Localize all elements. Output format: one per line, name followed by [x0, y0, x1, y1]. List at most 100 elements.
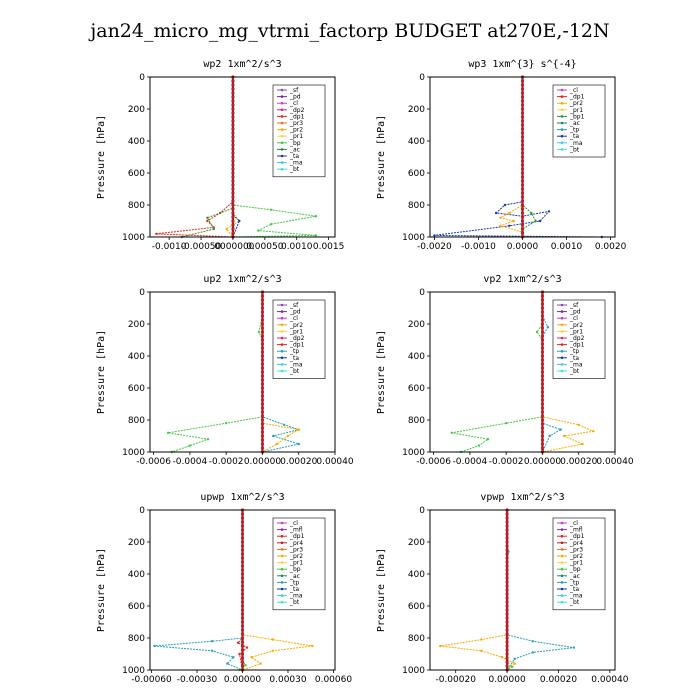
zero-profile-marker: [231, 219, 235, 223]
zero-profile-marker: [240, 576, 245, 580]
zero-profile-marker: [260, 318, 265, 322]
legend-marker: [280, 141, 284, 145]
zero-profile-marker: [240, 616, 245, 620]
legend-label: _dp1: [289, 113, 305, 120]
legend-marker: [560, 356, 564, 360]
zero-profile-marker: [231, 191, 235, 195]
zero-profile-marker: [231, 127, 235, 131]
legend-entry: _pr2: [557, 100, 583, 107]
zero-profile-marker: [505, 660, 509, 664]
legend-entry: _mfl: [277, 527, 303, 534]
data-point: [211, 649, 214, 652]
legend-label: _ta: [569, 586, 579, 593]
legend-label: _mfl: [289, 527, 303, 534]
zero-profile-marker: [260, 386, 265, 390]
zero-profile-marker: [240, 584, 245, 588]
chart-title: vp2 1xm^2/s^3: [483, 274, 561, 285]
legend-label: _ma: [569, 361, 583, 368]
zero-profile-marker: [540, 414, 545, 418]
legend-label: _pr2: [569, 322, 583, 329]
zero-profile-marker: [540, 390, 545, 394]
legend-marker: [280, 581, 284, 584]
y-tick-label: 800: [408, 201, 425, 211]
zero-profile-marker: [540, 446, 545, 450]
y-tick-label: 800: [128, 634, 145, 644]
legend-marker: [560, 95, 564, 98]
legend-label: _tp: [569, 348, 579, 355]
y-tick-label: 600: [408, 384, 425, 394]
legend-entry: _bp1: [557, 113, 585, 120]
series-dp1: [166, 290, 264, 454]
zero-profile-marker: [540, 386, 545, 390]
zero-profile-marker: [231, 159, 235, 163]
zero-profile-marker: [505, 556, 509, 560]
zero-profile-marker: [260, 374, 265, 378]
legend-entry: _ma: [277, 160, 303, 167]
y-axis-label: Pressure [hPa]: [376, 548, 387, 632]
chart-title: wp3 1xm^{3} s^{-4}: [468, 59, 576, 70]
y-axis-label: Pressure [hPa]: [376, 330, 387, 414]
legend-entry: _pd: [277, 309, 301, 316]
zero-profile-marker: [260, 338, 265, 342]
legend-marker: [560, 316, 564, 320]
zero-profile-marker: [240, 628, 245, 632]
legend: _cl_mfl_dp1_pr4_pr3_pr2_pr1_bp_ac_tp_ta_…: [552, 517, 606, 611]
zero-profile-marker: [240, 568, 245, 572]
legend-entry: _pr3: [277, 120, 303, 127]
zero-profile-marker: [231, 99, 235, 103]
data-point: [250, 656, 253, 659]
x-tick-label: 0.0000: [507, 242, 539, 252]
x-tick-label: .0000000: [211, 242, 254, 252]
series-line: [154, 510, 243, 671]
y-tick-label: 1000: [122, 233, 145, 243]
chart-vp2: vp2 1xm^2/s^3 Pressure [hPa] 0 200 400 600 800…: [376, 274, 634, 467]
data-point: [238, 652, 241, 656]
data-point: [238, 219, 241, 223]
legend-label: _pr2: [569, 553, 583, 560]
zero-profile-marker: [231, 151, 235, 155]
x-tick-label: 0.00000: [524, 457, 561, 467]
data-point: [286, 434, 289, 438]
legend-label: _tp: [569, 127, 579, 134]
zero-profile: [240, 508, 245, 672]
y-tick-label: 600: [128, 384, 145, 394]
legend-entry: _pr3: [277, 546, 303, 553]
legend-entry: _cl: [277, 520, 298, 527]
zero-profile-marker: [260, 362, 265, 366]
data-point: [270, 208, 273, 211]
zero-profile-marker: [540, 334, 545, 338]
zero-profile-marker: [520, 159, 525, 163]
zero-profile-marker: [540, 358, 545, 362]
zero-profile-marker: [540, 362, 545, 366]
zero-profile-marker: [540, 294, 545, 298]
y-tick-label: 600: [408, 169, 425, 179]
zero-profile-marker: [260, 294, 265, 298]
legend-label: _pr1: [289, 560, 303, 567]
legend-entry: _dp2: [557, 335, 585, 342]
legend-entry: _pr1: [277, 328, 303, 335]
series-line: [232, 77, 316, 238]
legend-entry: _pr4: [557, 540, 583, 547]
x-tick-label: -0.0002: [209, 457, 244, 467]
data-point: [314, 234, 318, 237]
legend: _cl_mfl_dp1_pr4_pr3_pr2_pr1_bp_ac_tp_ta_…: [272, 517, 326, 611]
y-tick-label: 1000: [402, 666, 425, 676]
legend-marker: [560, 115, 564, 118]
legend-marker: [280, 316, 284, 320]
data-point: [314, 215, 318, 218]
legend-marker: [280, 600, 284, 604]
data-point: [206, 219, 209, 223]
zero-profile: [260, 290, 265, 454]
zero-profile-marker: [540, 370, 545, 374]
zero-profile-marker: [520, 231, 525, 235]
zero-profile-marker: [520, 191, 525, 195]
legend-marker: [560, 343, 564, 346]
zero-profile-marker: [240, 660, 245, 664]
legend: _sf_pd_cl_pr2_pr1_dp2_dp1_tp_ta_ma_bt: [552, 299, 606, 379]
zero-profile-marker: [240, 652, 245, 656]
legend-entry: _bt: [277, 368, 300, 375]
data-point: [450, 431, 453, 434]
zero-profile-marker: [231, 195, 235, 199]
zero-profile-marker: [540, 314, 545, 318]
x-tick-label: -0.00030: [177, 675, 218, 685]
